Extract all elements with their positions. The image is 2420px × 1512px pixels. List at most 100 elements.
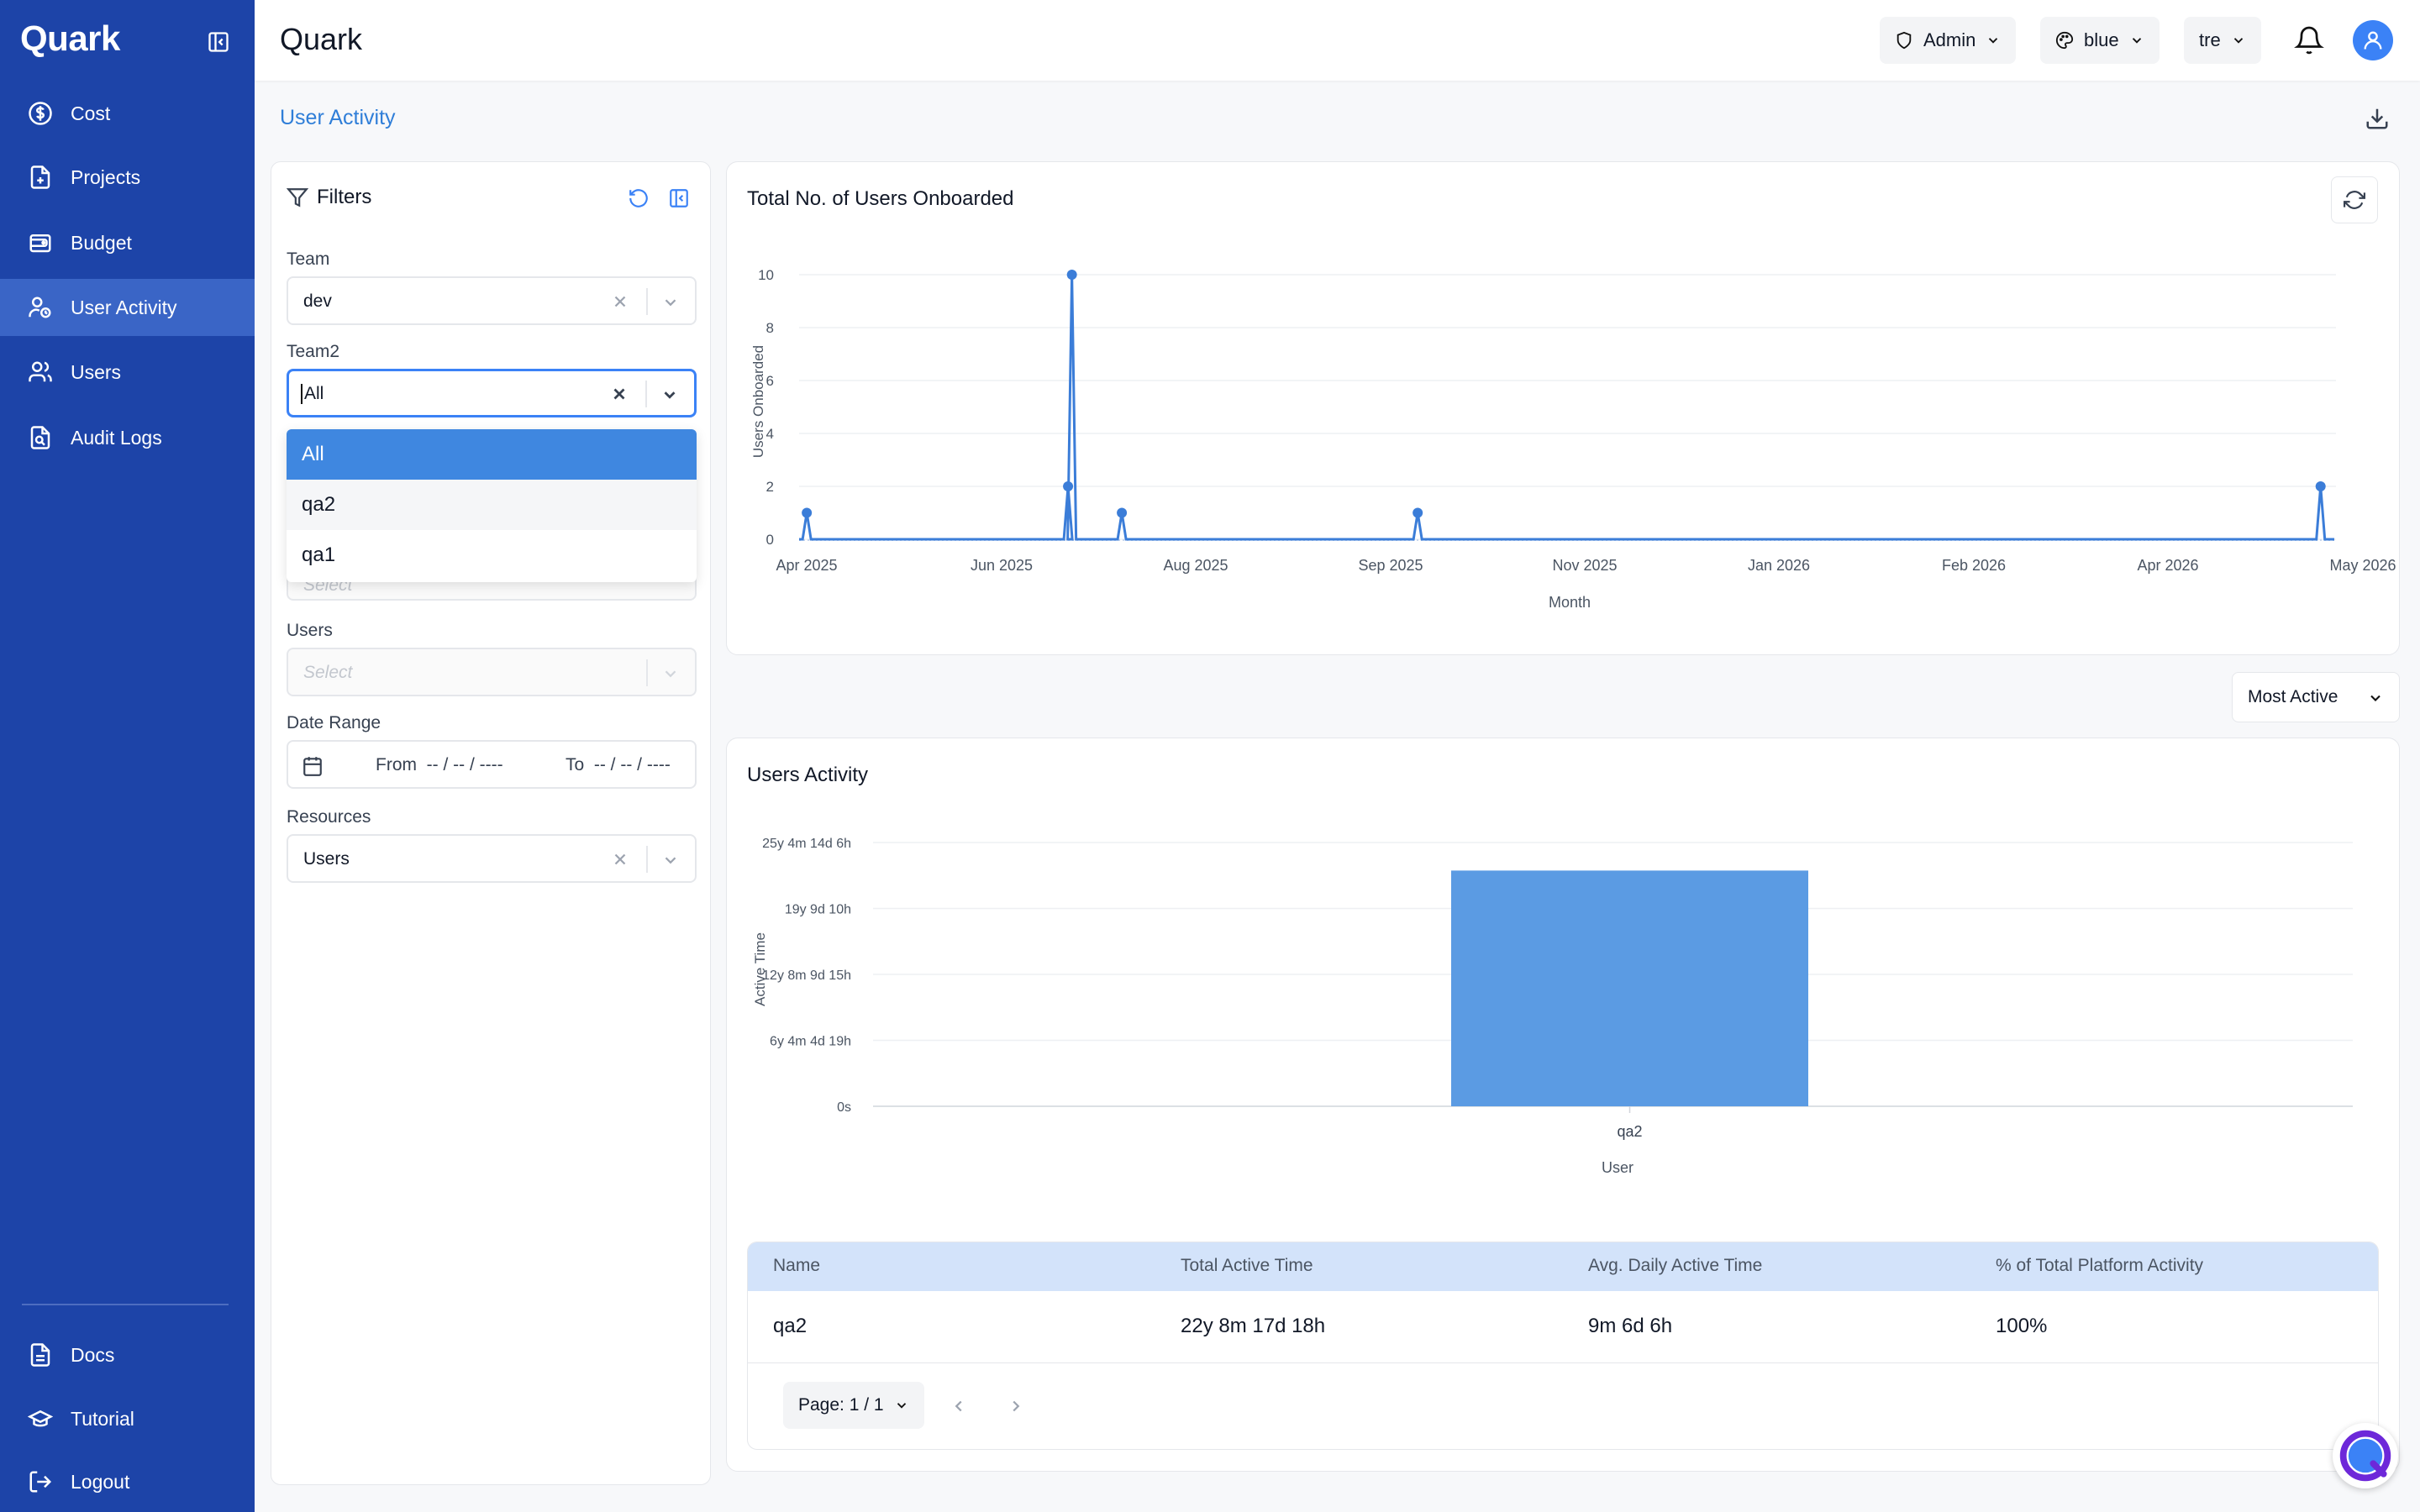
chevron-down-icon[interactable]	[661, 851, 680, 869]
sidebar-item-user-activity[interactable]: User Activity	[0, 279, 255, 336]
chevron-left-icon[interactable]	[950, 1397, 968, 1415]
file-plus-icon	[27, 164, 54, 191]
bar[interactable]	[1451, 870, 1808, 1106]
file-search-icon	[27, 424, 54, 451]
sidebar-item-label: Logout	[71, 1470, 130, 1493]
filters-header: Filters	[287, 186, 371, 209]
x-tick-label: Apr 2025	[776, 557, 837, 574]
clear-icon[interactable]	[611, 850, 629, 869]
theme-select[interactable]: blue	[2040, 17, 2160, 64]
sidebar-item-label: Cost	[71, 102, 111, 124]
org-select[interactable]: tre	[2184, 17, 2261, 64]
logout-icon	[27, 1468, 54, 1495]
sidebar-item-cost[interactable]: Cost	[0, 85, 255, 142]
select-separator	[646, 659, 648, 686]
sort-select[interactable]: Most Active	[2232, 672, 2400, 722]
y-axis-label: Active Time	[752, 932, 768, 1006]
sidebar-item-label: Audit Logs	[71, 426, 162, 449]
role-select[interactable]: Admin	[1880, 17, 2017, 64]
table-row[interactable]: qa2 22y 8m 17d 18h 9m 6d 6h 100%	[748, 1291, 2378, 1363]
team-value: dev	[303, 291, 332, 311]
column-header[interactable]: Name	[773, 1256, 821, 1275]
from-label: From	[376, 755, 417, 774]
onboard-chart-title: Total No. of Users Onboarded	[747, 187, 1014, 210]
y-tick-label: 0	[766, 532, 774, 548]
y-tick-label: 6y 4m 4d 19h	[770, 1035, 851, 1049]
reset-icon[interactable]	[628, 187, 650, 209]
sidebar-item-logout[interactable]: Logout	[0, 1453, 255, 1510]
x-tick-label: May 2026	[2329, 557, 2396, 574]
column-header[interactable]: Total Active Time	[1181, 1256, 1313, 1275]
chevron-down-icon	[2233, 38, 2243, 44]
users-select[interactable]: Select	[287, 648, 697, 696]
chevron-down-icon[interactable]	[661, 293, 680, 312]
clear-icon[interactable]	[611, 292, 629, 311]
calendar-icon[interactable]	[302, 755, 324, 777]
wallet-icon	[27, 229, 54, 256]
chevron-down-icon[interactable]	[660, 386, 679, 404]
dropdown-option[interactable]: qa1	[302, 543, 336, 566]
data-point[interactable]	[1117, 507, 1128, 518]
sidebar-item-audit-logs[interactable]: Audit Logs	[0, 409, 255, 466]
x-tick-label: Feb 2026	[1942, 557, 2006, 574]
activity-bar-chart: 0s 6y 4m 4d 19h 12y 8m 9d 15h 19y 9d 10h 25y…	[752, 837, 2353, 1176]
data-point[interactable]	[1066, 270, 1077, 280]
users-icon	[27, 359, 54, 386]
data-point[interactable]	[2315, 481, 2326, 491]
download-icon[interactable]	[2365, 106, 2390, 131]
filter-icon	[287, 188, 308, 207]
user-clock-icon	[27, 294, 54, 321]
panel-collapse-icon[interactable]	[668, 187, 690, 209]
data-point[interactable]	[1413, 507, 1423, 518]
dropdown-option[interactable]: All	[287, 429, 697, 480]
team2-value[interactable]: All	[301, 384, 324, 404]
column-header[interactable]: Avg. Daily Active Time	[1588, 1256, 1763, 1275]
team-select[interactable]: dev	[287, 276, 697, 325]
data-point[interactable]	[802, 507, 813, 518]
cell-avg-daily: 9m 6d 6h	[1588, 1315, 1673, 1337]
team2-select[interactable]: All	[287, 369, 697, 417]
x-axis-label: Month	[1549, 594, 1591, 611]
sidebar-item-users[interactable]: Users	[0, 344, 255, 401]
avatar[interactable]	[2353, 20, 2393, 60]
sidebar-item-label: Docs	[71, 1343, 115, 1366]
chevron-down-icon	[1989, 38, 1998, 44]
y-tick-label: 0s	[837, 1100, 851, 1115]
page-select[interactable]: Page: 1 / 1	[783, 1382, 924, 1429]
sidebar-item-projects[interactable]: Projects	[0, 149, 255, 206]
sidebar-item-budget[interactable]: Budget	[0, 214, 255, 271]
onboard-line-chart: 0 2 4 6 8 10 Apr 2025 Jun 2025 Aug 2025 Sep 2025…	[750, 267, 2396, 611]
data-point[interactable]	[1063, 481, 1074, 491]
y-axis-label: Users Onboarded	[750, 345, 766, 458]
sidebar-item-label: Budget	[71, 231, 132, 254]
sidebar-item-docs[interactable]: Docs	[0, 1326, 255, 1383]
assistant-button[interactable]	[2333, 1423, 2398, 1488]
column-header[interactable]: % of Total Platform Activity	[1996, 1256, 2204, 1275]
chevron-down-icon[interactable]	[661, 664, 680, 683]
onboard-chart-card: Total No. of Users Onboarded	[726, 161, 2400, 655]
series-line	[799, 274, 2334, 541]
sidebar-item-label: Users	[71, 360, 122, 383]
to-value: -- / -- / ----	[593, 755, 671, 774]
date-range-input[interactable]: From -- / -- / ---- To -- / -- / ----	[287, 740, 697, 789]
top-header: Quark Admin blue tre	[255, 0, 2420, 81]
resources-select[interactable]: Users	[287, 834, 697, 883]
x-tick-label: Jun 2025	[971, 557, 1033, 574]
sort-value: Most Active	[2248, 687, 2338, 706]
date-from[interactable]: From -- / -- / ----	[376, 755, 503, 775]
sidebar-collapse-icon[interactable]	[207, 30, 230, 54]
dropdown-option[interactable]: qa2	[287, 480, 697, 530]
bell-icon[interactable]	[2294, 25, 2324, 55]
date-range-label: Date Range	[287, 713, 381, 732]
refresh-button[interactable]	[2331, 176, 2378, 223]
graduation-cap-icon	[27, 1405, 54, 1432]
chevron-right-icon[interactable]	[1007, 1397, 1025, 1415]
sidebar-item-tutorial[interactable]: Tutorial	[0, 1390, 255, 1447]
resources-label: Resources	[287, 807, 371, 827]
clear-icon[interactable]	[610, 385, 629, 403]
shield-icon	[1897, 31, 1912, 50]
date-to[interactable]: To -- / -- / ----	[566, 755, 671, 775]
page-title: User Activity	[280, 106, 396, 129]
x-axis-label: User	[1602, 1159, 1634, 1176]
team2-label: Team2	[287, 342, 340, 361]
